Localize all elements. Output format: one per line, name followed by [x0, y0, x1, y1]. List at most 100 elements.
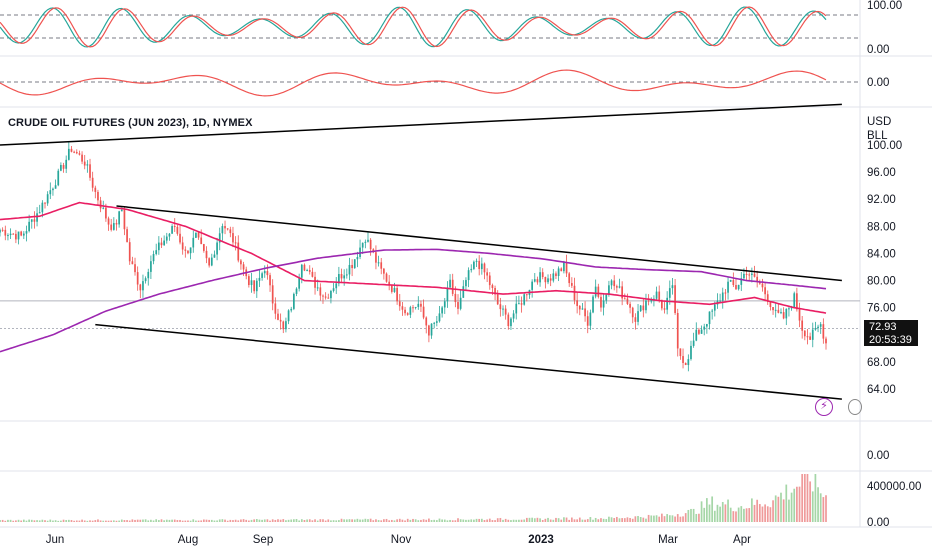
volume-bar — [401, 519, 404, 522]
volume-bar — [671, 515, 674, 522]
candle-body — [89, 164, 91, 178]
volume-bar — [766, 506, 769, 522]
candle-body — [33, 219, 36, 222]
volume-bar — [327, 519, 330, 522]
candle-body — [163, 240, 165, 246]
volume-bar — [817, 487, 819, 522]
lightning-icon[interactable]: ⚡ — [815, 398, 833, 416]
volume-bar — [703, 507, 706, 522]
candle-body — [187, 250, 189, 254]
candle-body — [401, 306, 404, 310]
candle-body — [570, 283, 573, 286]
candle-body — [46, 194, 49, 204]
time-axis-label: Apr — [733, 534, 751, 546]
volume-bar — [653, 515, 655, 522]
volume-bar — [420, 519, 422, 522]
volume-bar — [340, 518, 343, 522]
volume-bar — [774, 495, 777, 522]
volume-bar — [605, 519, 608, 522]
candle-body — [303, 264, 306, 271]
candle-body — [748, 274, 751, 276]
candle-body — [330, 290, 332, 299]
volume-bar — [25, 520, 28, 522]
volume-bar — [12, 520, 15, 522]
volume-bar — [406, 518, 409, 522]
volume-bar — [361, 519, 364, 522]
candle-body — [282, 321, 285, 330]
volume-bar — [364, 518, 367, 522]
candle-body — [65, 159, 68, 169]
candle-body — [12, 233, 15, 235]
volume-bar — [105, 520, 107, 522]
candle-body — [319, 287, 322, 296]
candle-body — [144, 278, 147, 282]
candle-body — [345, 274, 348, 276]
candle-body — [165, 236, 168, 241]
volume-bar — [443, 519, 446, 522]
volume-bar — [195, 520, 197, 522]
candle-body — [438, 313, 441, 322]
candle-body — [518, 303, 520, 305]
candle-body — [597, 286, 600, 297]
candle-body — [60, 164, 62, 171]
candle-body — [544, 277, 547, 283]
candle-body — [825, 338, 827, 344]
volume-bar — [602, 518, 605, 522]
candle-body — [772, 307, 774, 311]
volume-bar — [634, 516, 637, 522]
candle-body — [285, 321, 287, 330]
candle-body — [822, 324, 825, 339]
volume-bar — [60, 520, 62, 522]
volume-bar — [136, 519, 139, 522]
volume-bar — [171, 519, 173, 522]
volume-bar — [679, 516, 682, 522]
volume-bar — [769, 507, 772, 522]
volume-bar — [356, 518, 359, 522]
candle-body — [647, 300, 650, 302]
candle-body — [20, 231, 23, 236]
candle-body — [488, 275, 491, 286]
candle-body — [629, 303, 631, 308]
candle-body — [536, 279, 539, 283]
candle-body — [134, 264, 136, 273]
time-axis[interactable]: Jun Aug Sep Nov 2023 Mar Apr — [46, 534, 751, 546]
candle-body — [584, 308, 586, 317]
bar-countdown: 20:53:39 — [869, 333, 912, 346]
candle-body — [287, 310, 290, 322]
candle-body — [44, 202, 46, 204]
volume-bar — [801, 474, 804, 522]
volume-bar — [661, 513, 663, 522]
candle-body — [443, 301, 446, 308]
candle-body — [150, 261, 152, 272]
news-icon[interactable] — [848, 399, 862, 415]
volume-bar — [811, 491, 814, 522]
volume-bar — [240, 519, 242, 522]
volume-bar — [650, 515, 653, 522]
time-axis-label: 2023 — [528, 534, 554, 546]
candle-body — [327, 297, 330, 299]
volume-bar — [210, 519, 213, 522]
candle-body — [533, 279, 536, 282]
candle-body — [343, 275, 346, 279]
stochastic-d-line — [0, 6, 827, 48]
candle-body — [441, 307, 443, 314]
volume-bar — [197, 520, 200, 522]
volume-bar — [44, 520, 46, 522]
volume-bar — [819, 493, 822, 522]
candle-body — [756, 276, 759, 282]
candle-body — [338, 274, 340, 284]
candle-body — [308, 269, 311, 272]
volume-bar — [687, 509, 690, 522]
candle-body — [589, 312, 592, 326]
volume-bar — [523, 519, 526, 522]
candle-body — [81, 154, 83, 162]
osc2-tick-zero: 0.00 — [867, 77, 889, 89]
candle-body — [136, 272, 139, 285]
chart-title[interactable]: CRUDE OIL FUTURES (JUN 2023), 1D, NYMEX — [8, 117, 253, 129]
candle-body — [49, 190, 52, 195]
volume-bar — [494, 520, 496, 522]
volume-bar — [147, 520, 150, 522]
candle-body — [740, 278, 743, 285]
candle-body — [729, 280, 732, 282]
